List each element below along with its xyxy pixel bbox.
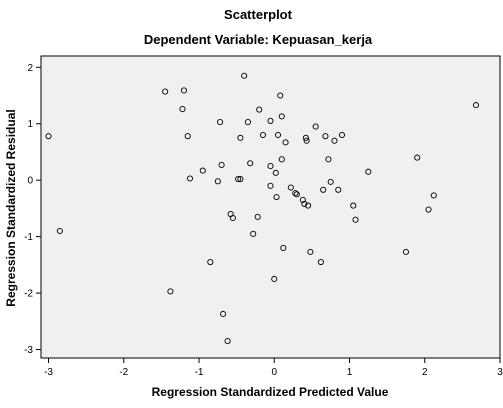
points-layer — [45, 72, 479, 345]
scatter-point — [241, 72, 248, 79]
scatter-point — [350, 202, 357, 209]
scatter-point — [235, 176, 242, 183]
scatter-point — [402, 248, 409, 255]
scatter-point — [214, 178, 221, 185]
x-tick-label: -2 — [119, 367, 128, 378]
scatter-point — [229, 214, 236, 222]
scatter-point — [167, 288, 174, 295]
plot-area — [40, 55, 501, 359]
scatter-point — [217, 118, 224, 126]
scatter-point — [272, 169, 279, 176]
y-axis: -3 -2 -1 0 1 2 — [24, 63, 41, 356]
y-axis-label: Regression Standardized Residual — [4, 109, 18, 306]
scatter-point — [220, 310, 227, 318]
scatter-point — [162, 88, 169, 95]
scatter-point — [307, 248, 314, 255]
scatter-point — [207, 258, 214, 266]
x-axis: -3 -2 -1 0 1 2 3 — [44, 358, 503, 378]
scatter-point — [184, 133, 191, 140]
scatter-point — [56, 227, 63, 235]
scatter-point — [430, 192, 437, 199]
scatter-point — [244, 118, 251, 126]
scatter-point — [414, 154, 421, 161]
scatter-point — [267, 182, 274, 189]
scatter-point — [278, 156, 285, 163]
scatter-point — [299, 196, 306, 203]
y-tick-label: 0 — [27, 176, 33, 187]
scatter-point — [186, 175, 194, 182]
y-tick-label: 2 — [27, 63, 33, 74]
scatter-point — [271, 275, 278, 283]
y-tick-label: 1 — [27, 119, 33, 130]
scatter-point — [45, 133, 52, 140]
scatter-point — [327, 178, 334, 185]
scatter-point — [267, 117, 274, 124]
scatter-point — [277, 92, 284, 99]
scatter-point — [282, 139, 289, 146]
scatter-point — [273, 194, 280, 201]
scatter-point — [335, 186, 342, 193]
scatter-point — [237, 134, 244, 141]
scatter-point — [267, 163, 274, 170]
scatter-point — [278, 113, 285, 120]
scatter-point — [312, 123, 319, 130]
scatter-point — [287, 184, 294, 191]
scatter-point — [338, 131, 346, 139]
y-tick-label: -3 — [24, 345, 33, 356]
scatter-point — [280, 244, 287, 251]
x-tick-label: 0 — [271, 367, 277, 378]
scatter-point — [425, 206, 432, 213]
scatter-point — [322, 133, 329, 140]
y-tick-label: -1 — [24, 232, 33, 243]
scatter-point — [179, 106, 186, 113]
scatter-point — [199, 167, 206, 174]
x-axis-label: Regression Standardized Predicted Value — [152, 385, 389, 399]
chart-title: Scatterplot — [224, 7, 293, 22]
scatter-point — [180, 87, 188, 94]
x-tick-label: -3 — [44, 367, 53, 378]
scatter-point — [305, 202, 312, 209]
scatter-point — [254, 213, 261, 220]
x-tick-label: 1 — [347, 367, 353, 378]
scatter-point — [256, 106, 263, 113]
scatter-point — [224, 338, 231, 345]
scatter-point — [320, 186, 327, 193]
scatter-point — [274, 131, 282, 139]
scatter-point — [317, 258, 324, 266]
y-tick-label: -2 — [24, 289, 33, 300]
scatter-point — [237, 176, 244, 183]
scatter-point — [331, 137, 338, 144]
scatter-point — [259, 131, 267, 139]
scatter-point — [250, 230, 257, 237]
scatter-point — [247, 160, 254, 167]
scatter-point — [301, 200, 308, 207]
scatter-point — [292, 190, 299, 197]
scatter-point — [352, 216, 359, 223]
scatter-point — [303, 137, 310, 144]
scatter-point — [218, 161, 225, 168]
scatter-point — [325, 156, 332, 163]
chart-subtitle: Dependent Variable: Kepuasan_kerja — [144, 32, 373, 47]
x-tick-label: 2 — [422, 367, 428, 378]
scatter-point — [472, 102, 479, 109]
scatter-point — [302, 134, 309, 141]
x-tick-label: -1 — [195, 367, 204, 378]
scatter-point — [293, 191, 300, 198]
x-tick-label: 3 — [497, 367, 503, 378]
scatter-point — [365, 168, 372, 175]
